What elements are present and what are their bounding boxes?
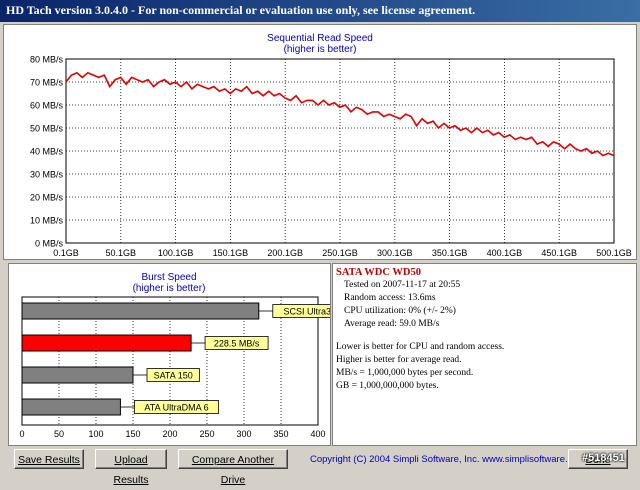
burst-label-box [134,400,220,414]
burst-label-box [204,336,269,350]
tested-on-text: Tested on 2007-11-17 at 20:55 [344,280,461,290]
window-title: HD Tach version 3.0.4.0 - For non-commer… [6,3,476,17]
burst-bar [21,302,260,320]
burst-x-tick-label: 100 [88,429,103,439]
read-chart-subtitle: (higher is better) [284,44,357,55]
burst-x-tick-label: 0 [19,429,24,439]
read-y-tick-label: 60 MB/s [30,101,64,111]
read-y-tick-label: 70 MB/s [30,78,64,88]
note-line: GB = 1,000,000,000 bytes. [336,381,439,391]
burst-x-tick-label: 250 [199,429,214,439]
burst-x-tick-label: 400 [310,429,325,439]
cpu-utilization-text: CPU utilization: 0% (+/- 2%) [344,306,456,316]
read-y-tick-label: 50 MB/s [30,124,64,134]
upload-results-button[interactable]: Upload Results [95,449,167,486]
compare-another-drive-button[interactable]: Compare Another Drive [178,449,288,486]
burst-speed-chart: Burst Speed (higher is better) SCSI Ultr… [19,272,353,439]
read-x-tick-label: 150.1GB [213,248,249,258]
read-x-tick-label: 50.1GB [106,248,137,258]
burst-x-tick-label: 200 [162,429,177,439]
save-results-button[interactable]: Save Results [14,449,84,469]
read-chart-panel: Sequential Read Speed (higher is better)… [3,24,637,260]
read-y-tick-label: 0 MB/s [35,239,64,249]
read-speed-chart: Sequential Read Speed (higher is better)… [30,33,632,258]
burst-label-box [146,368,200,382]
read-y-tick-label: 80 MB/s [30,55,64,65]
results-info-panel: SATA WDC WD50 Tested on 2007-11-17 at 20… [332,263,637,446]
burst-chart-subtitle: (higher is better) [133,283,206,294]
read-chart-title: Sequential Read Speed [267,33,373,44]
burst-x-tick-label: 300 [236,429,251,439]
burst-bar [21,398,121,416]
read-y-tick-label: 30 MB/s [30,170,64,180]
title-bar: HD Tach version 3.0.4.0 - For non-commer… [0,0,640,22]
note-line: Higher is better for average read. [336,355,462,365]
note-line: Lower is better for CPU and random acces… [336,342,505,352]
read-x-tick-label: 250.1GB [322,248,358,258]
burst-x-tick-label: 50 [54,429,64,439]
burst-x-tick-label: 150 [125,429,140,439]
note-line: MB/s = 1,000,000 bytes per second. [336,368,474,378]
done-button[interactable]: Done [568,449,628,469]
read-x-tick-label: 0.1GB [53,248,79,258]
read-x-tick-label: 300.1GB [377,248,413,258]
watermark-text: #518451 [582,452,625,464]
burst-bar [21,366,134,384]
read-x-tick-label: 100.1GB [158,248,194,258]
read-x-tick-label: 500.1GB [596,248,632,258]
copyright-text: Copyright (C) 2004 Simpli Software, Inc.… [310,454,586,465]
read-y-tick-label: 20 MB/s [30,193,64,203]
read-x-tick-label: 200.1GB [267,248,303,258]
read-y-tick-label: 40 MB/s [30,147,64,157]
burst-chart-panel: Burst Speed (higher is better) SCSI Ultr… [8,263,353,446]
read-x-tick-label: 400.1GB [487,248,523,258]
random-access-text: Random access: 13.6ms [344,293,436,303]
read-x-tick-label: 450.1GB [541,248,577,258]
burst-bar-label: ATA UltraDMA 6 [144,403,208,413]
drive-name: SATA WDC WD50 [336,267,421,278]
burst-chart-title: Burst Speed [141,272,196,283]
average-read-text: Average read: 59.0 MB/s [344,319,440,329]
read-y-tick-label: 10 MB/s [30,216,64,226]
burst-bar-label: 228.5 MB/s [214,339,260,349]
read-x-tick-label: 350.1GB [432,248,468,258]
burst-bar-label: SATA 150 [154,371,193,381]
burst-bar [21,334,192,352]
burst-bar-label: SCSI Ultra320 [283,307,330,317]
read-speed-line [65,71,615,157]
burst-x-tick-label: 350 [273,429,288,439]
